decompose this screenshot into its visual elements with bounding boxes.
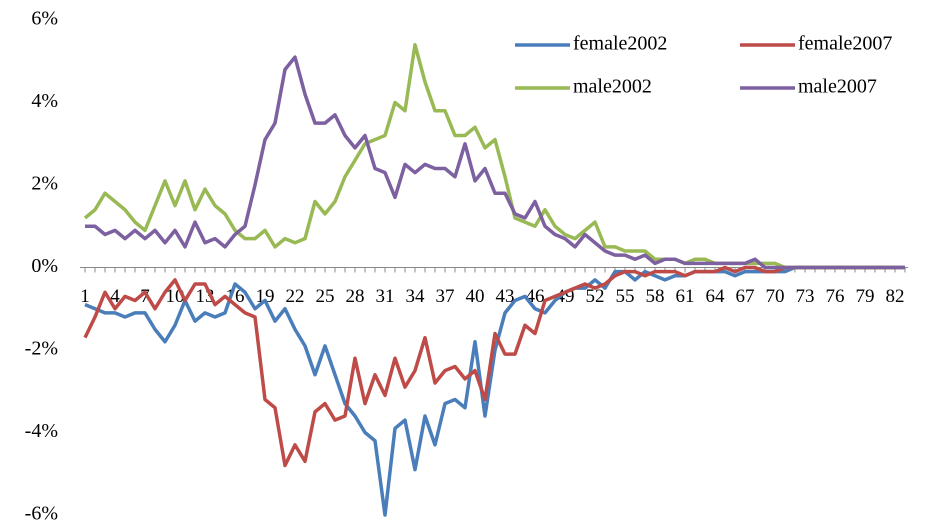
x-tick-label: 19 bbox=[256, 286, 275, 307]
x-tick-label: 22 bbox=[286, 286, 305, 307]
x-tick-label: 55 bbox=[616, 286, 635, 307]
x-tick-label: 79 bbox=[856, 286, 875, 307]
x-tick-label: 40 bbox=[466, 286, 485, 307]
x-tick-label: 28 bbox=[346, 286, 365, 307]
legend-label: female2007 bbox=[798, 33, 892, 55]
x-tick-label: 76 bbox=[826, 286, 845, 307]
y-tick-label: -6% bbox=[25, 503, 58, 525]
x-tick-label: 4 bbox=[110, 286, 120, 307]
y-tick-label: 4% bbox=[31, 90, 58, 112]
x-tick-label: 82 bbox=[886, 286, 905, 307]
x-tick-label: 67 bbox=[736, 286, 755, 307]
x-tick-label: 25 bbox=[316, 286, 335, 307]
x-tick-label: 7 bbox=[140, 286, 150, 307]
x-tick-label: 64 bbox=[706, 286, 726, 307]
y-tick-label: -4% bbox=[25, 420, 58, 442]
y-tick-label: 2% bbox=[31, 173, 58, 195]
y-tick-label: -2% bbox=[25, 338, 58, 360]
x-tick-label: 70 bbox=[766, 286, 785, 307]
series-line bbox=[83, 265, 905, 468]
x-tick-label: 43 bbox=[496, 286, 515, 307]
series-line bbox=[85, 55, 905, 270]
x-tick-label: 37 bbox=[436, 286, 455, 307]
series-line bbox=[83, 43, 905, 270]
x-tick-label: 61 bbox=[676, 286, 695, 307]
x-tick-label: 73 bbox=[796, 286, 815, 307]
y-tick-label: 6% bbox=[31, 8, 58, 30]
x-tick-label: 46 bbox=[526, 286, 545, 307]
x-tick-label: 58 bbox=[646, 286, 665, 307]
legend-label: male2007 bbox=[798, 76, 877, 98]
y-tick-label: 0% bbox=[31, 255, 58, 277]
x-tick-label: 52 bbox=[586, 286, 605, 307]
x-tick-label: 1 bbox=[80, 286, 90, 307]
x-tick-label: 31 bbox=[376, 286, 395, 307]
legend-label: female2002 bbox=[573, 33, 667, 55]
legend-label: male2002 bbox=[573, 76, 652, 98]
x-tick-label: 34 bbox=[406, 286, 426, 307]
